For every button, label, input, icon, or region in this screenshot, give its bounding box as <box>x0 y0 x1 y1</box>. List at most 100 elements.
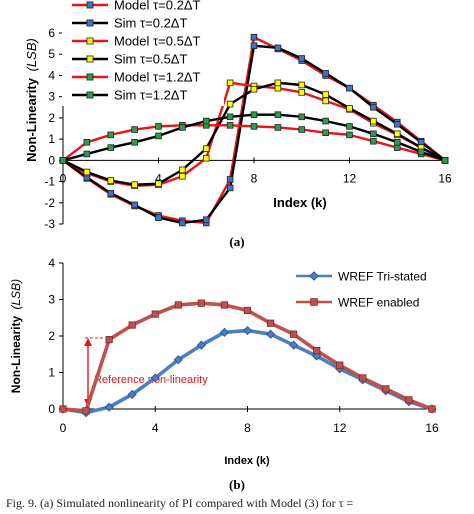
data-point <box>107 177 115 184</box>
y-tick-label: 2 <box>48 111 55 125</box>
data-point <box>83 150 91 158</box>
data-point <box>298 55 306 62</box>
legend-item-sim-0-2-t: Sim τ=0.2ΔT <box>72 16 187 31</box>
legend-swatch-marker <box>86 1 94 9</box>
data-point <box>393 139 401 146</box>
chart-b-panel-label: (b) <box>229 477 245 492</box>
data-point <box>441 157 449 164</box>
data-point <box>83 139 91 146</box>
data-point <box>226 79 234 87</box>
legend-label: Sim τ=0.2ΔT <box>114 16 187 31</box>
data-point <box>298 113 306 121</box>
legend-item-wref-tri-stated: WREF Tri-stated <box>296 269 427 283</box>
data-point <box>107 131 115 139</box>
chart-a-y-axis-title: Non-Linearity <box>24 77 39 162</box>
data-point <box>155 132 162 140</box>
data-point <box>226 113 234 121</box>
legend-label: Model τ=1.2ΔT <box>114 70 201 85</box>
data-point <box>336 361 344 369</box>
data-point <box>322 70 329 77</box>
data-point <box>242 325 253 336</box>
legend-label: Model τ=0.2ΔT <box>114 0 201 13</box>
legend-item-wref-enabled: WREF enabled <box>296 295 419 309</box>
legend-swatch-marker <box>310 298 318 306</box>
y-tick-label: -2 <box>44 196 55 210</box>
y-tick-label: 0 <box>48 402 55 416</box>
chart-a-x-axis-label: Index (k) <box>273 195 326 210</box>
legend-label: WREF enabled <box>338 295 419 309</box>
data-point <box>82 407 90 415</box>
legend-label: Sim τ=1.2ΔT <box>114 88 187 103</box>
data-point <box>155 180 162 187</box>
data-point <box>226 122 234 129</box>
data-point <box>83 168 91 176</box>
data-point <box>150 373 160 383</box>
y-tick-label: 1 <box>48 366 55 380</box>
legend-item-model-0-5-t: Model τ=0.5ΔT <box>72 34 201 49</box>
legend-label: Model τ=0.5ΔT <box>114 34 201 49</box>
data-point <box>393 120 401 128</box>
data-point <box>127 389 137 399</box>
chart-b-y-axis-unit: (LSB) <box>9 279 23 310</box>
data-point <box>274 79 282 87</box>
data-point <box>179 124 186 131</box>
y-tick-label: 4 <box>48 68 55 82</box>
series-line-wref-tri-stated <box>62 328 433 415</box>
data-point <box>202 145 210 152</box>
x-tick-label: 8 <box>251 171 258 185</box>
data-point <box>298 89 306 96</box>
legend-background <box>62 0 224 106</box>
series-line-wref-enabled <box>62 301 433 413</box>
data-point <box>313 346 321 355</box>
data-point <box>202 154 210 162</box>
data-point <box>131 201 138 209</box>
data-point <box>202 216 210 224</box>
data-point <box>298 81 306 89</box>
data-point <box>59 157 67 164</box>
data-point <box>243 306 252 315</box>
y-tick-label: 2 <box>48 329 55 343</box>
chart-a-legend: Model τ=0.2ΔT Sim τ=0.2ΔT Model τ=0.5ΔT Sim… <box>62 0 224 106</box>
legend-swatch-marker <box>86 91 94 99</box>
data-point <box>173 355 183 365</box>
y-tick-label: 5 <box>48 47 55 61</box>
data-point <box>266 319 275 327</box>
data-point <box>417 139 425 146</box>
y-tick-label: 4 <box>48 256 55 270</box>
reference-arrow-head-up <box>84 338 92 346</box>
y-tick-label: 1 <box>48 132 55 146</box>
legend-item-model-0-2-t: Model τ=0.2ΔT <box>72 0 201 13</box>
data-point <box>202 117 210 125</box>
data-point <box>250 42 258 50</box>
data-point <box>250 123 258 130</box>
data-point <box>274 44 282 52</box>
data-point <box>174 301 182 309</box>
data-point <box>370 103 377 111</box>
chart-b-y-axis-title: Non-Linearity <box>9 316 23 394</box>
legend-swatch-marker <box>86 55 94 63</box>
chart-a-y-axis-label: Non-Linearity (LSB) <box>24 38 39 162</box>
data-point <box>197 299 205 307</box>
data-point <box>298 126 306 133</box>
data-point <box>155 123 162 130</box>
x-tick-label: 16 <box>438 171 452 185</box>
data-point <box>265 329 276 339</box>
data-point <box>179 166 186 174</box>
chart-b-series <box>58 299 437 418</box>
data-point <box>393 130 401 138</box>
data-point <box>322 97 329 105</box>
data-point <box>250 85 258 93</box>
y-tick-label: -1 <box>44 175 55 189</box>
data-point <box>290 330 298 338</box>
y-tick-label: 3 <box>48 90 55 104</box>
legend-item-sim-1-2-t: Sim τ=1.2ΔT <box>72 88 187 103</box>
legend-swatch-marker <box>86 37 94 45</box>
data-point <box>370 117 377 125</box>
data-point <box>289 340 299 350</box>
legend-item-model-1-2-t: Model τ=1.2ΔT <box>72 70 201 85</box>
data-point <box>104 402 114 412</box>
data-point <box>346 105 353 112</box>
